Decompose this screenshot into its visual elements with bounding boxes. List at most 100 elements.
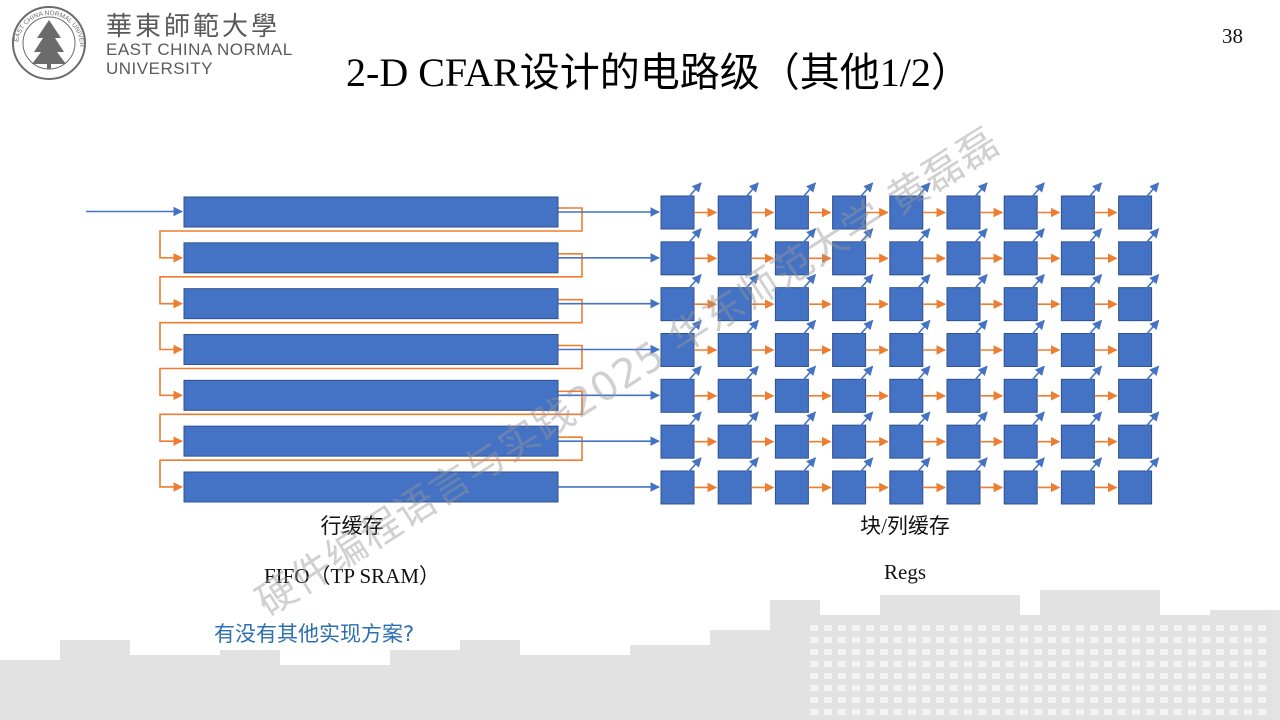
register-output-arrow — [1085, 365, 1103, 384]
register-output-arrow — [1085, 228, 1103, 247]
register-output-arrow — [1028, 457, 1045, 476]
register-cell — [889, 332, 924, 367]
line-buffer-label: 行缓存 — [320, 514, 384, 538]
register-output-arrow — [685, 457, 702, 476]
register-output-arrow — [685, 273, 702, 293]
register-output-arrow — [799, 228, 817, 247]
fifo-feedback-path — [159, 253, 583, 309]
register-output-arrow — [914, 365, 931, 384]
register-cell — [1003, 287, 1038, 322]
register-cell — [774, 470, 809, 505]
fifo-feedback-path — [159, 390, 583, 446]
register-cell — [660, 195, 695, 230]
fifo-line-buffer — [183, 242, 559, 274]
register-cell — [717, 195, 752, 230]
skyline-building — [710, 630, 780, 720]
register-output-arrow — [971, 182, 988, 201]
line-buffer-fifos — [183, 196, 559, 503]
slide-title: 2-D CFAR设计的电路级（其他1/2） — [346, 50, 971, 95]
register-output-arrow — [799, 411, 817, 430]
register-cell — [1118, 241, 1153, 276]
register-output-arrow — [1028, 228, 1045, 247]
register-cell — [1060, 241, 1095, 276]
register-output-arrow — [857, 182, 874, 201]
register-cell — [946, 332, 981, 367]
register-cell — [946, 287, 981, 322]
register-output-arrow — [685, 411, 702, 430]
university-seal-icon: EAST CHINA NORMAL UNIVERSITY — [10, 4, 86, 80]
register-cell — [774, 332, 809, 367]
fifo-line-buffer — [183, 425, 559, 457]
register-cell — [832, 470, 867, 505]
fifo-feedback-path — [159, 207, 583, 263]
skyline-building — [520, 655, 640, 720]
register-cell — [889, 424, 924, 459]
skyline-building — [0, 660, 90, 720]
register-output-arrow — [1085, 411, 1103, 430]
register-cell — [1003, 241, 1038, 276]
register-cell — [1060, 424, 1095, 459]
register-cell — [946, 241, 981, 276]
register-output-arrow — [742, 411, 759, 430]
register-output-arrow — [1143, 182, 1160, 201]
skyline-building — [60, 640, 130, 720]
register-cell — [717, 470, 752, 505]
register-cell — [1118, 378, 1153, 413]
register-cell — [1060, 287, 1095, 322]
register-output-arrow — [1028, 365, 1045, 384]
register-cell — [1003, 424, 1038, 459]
register-output-arrow — [971, 457, 988, 476]
register-label: 块/列缓存 — [860, 514, 950, 538]
university-english-name-line1: EAST CHINA NORMAL — [106, 40, 293, 59]
register-cell — [889, 378, 924, 413]
register-sublabel: Regs — [884, 560, 926, 584]
register-cell — [1060, 378, 1095, 413]
register-cell — [1118, 195, 1153, 230]
register-output-arrow — [742, 228, 759, 247]
register-cell — [660, 332, 695, 367]
register-cell — [660, 378, 695, 413]
register-output-arrow — [1028, 319, 1045, 339]
register-output-arrow — [914, 228, 931, 247]
fifo-line-buffer — [183, 379, 559, 411]
register-output-arrow — [914, 411, 931, 430]
register-output-arrow — [799, 182, 817, 201]
register-output-arrow — [971, 228, 988, 247]
register-output-arrow — [742, 365, 759, 384]
fifo-line-buffer — [183, 196, 559, 228]
register-cell — [946, 378, 981, 413]
university-english-name-line2: UNIVERSITY — [106, 59, 214, 78]
register-output-arrow — [742, 273, 759, 293]
skyline-building — [220, 650, 280, 720]
register-cell — [889, 287, 924, 322]
register-output-arrow — [1085, 273, 1103, 293]
register-cell — [1003, 470, 1038, 505]
register-cell — [1003, 378, 1038, 413]
skyline-building — [770, 600, 820, 720]
register-output-arrow — [685, 319, 702, 339]
register-grid — [660, 182, 1160, 505]
register-output-arrow — [799, 457, 817, 476]
register-cell — [660, 424, 695, 459]
register-cell — [832, 195, 867, 230]
register-output-arrow — [857, 319, 874, 339]
skyline-building — [120, 655, 230, 720]
register-output-arrow — [1143, 319, 1160, 339]
register-cell — [832, 241, 867, 276]
fifo-feedback-path — [159, 436, 583, 492]
register-cell — [889, 195, 924, 230]
register-cell — [1118, 470, 1153, 505]
register-output-arrow — [1143, 457, 1160, 476]
register-output-arrow — [1028, 273, 1045, 293]
question-text: 有没有其他实现方案? — [214, 622, 415, 646]
register-output-arrow — [799, 365, 817, 384]
register-cell — [774, 241, 809, 276]
register-output-arrow — [1085, 182, 1103, 201]
register-output-arrow — [857, 228, 874, 247]
register-cell — [1118, 287, 1153, 322]
register-output-arrow — [1085, 457, 1103, 476]
fifo-feedback-paths — [159, 207, 583, 492]
register-output-arrow — [685, 228, 702, 247]
